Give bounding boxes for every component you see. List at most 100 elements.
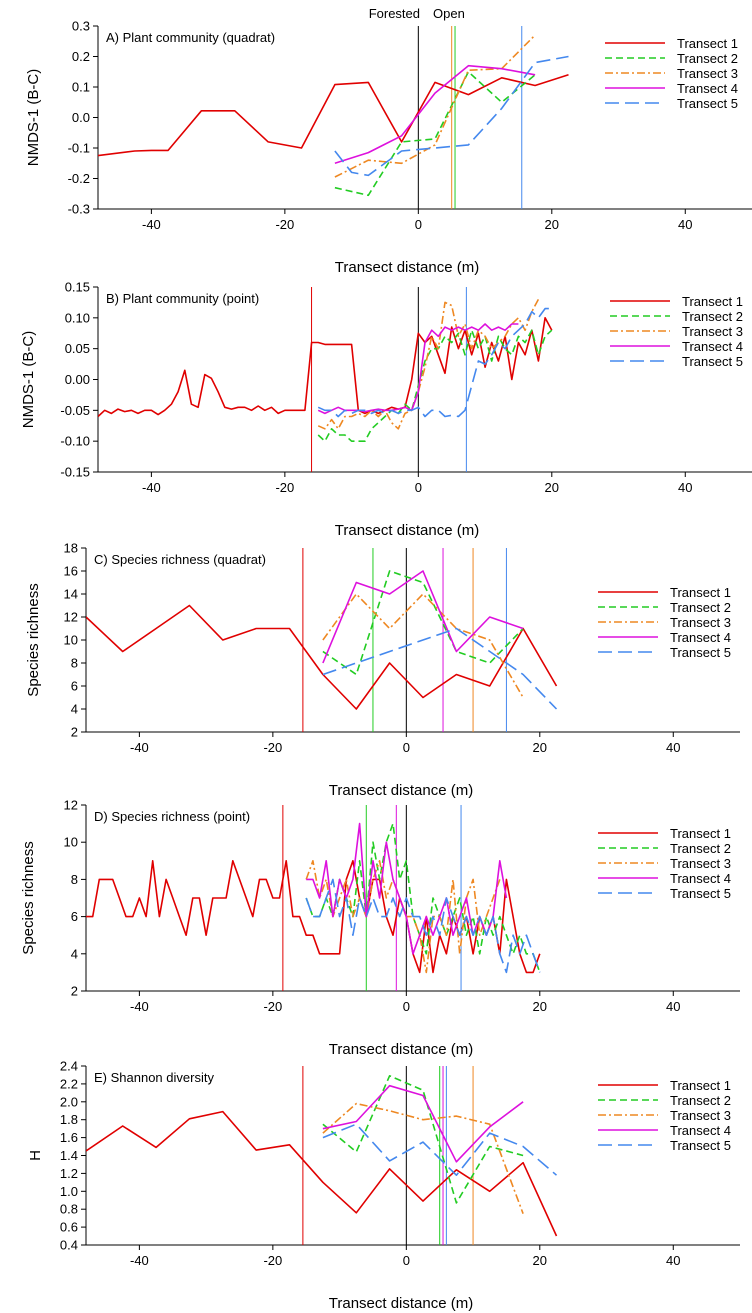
series-line-transect-5	[322, 627, 558, 710]
series-line-transect-3	[317, 298, 540, 430]
x-tick-label: 20	[545, 217, 559, 232]
y-tick-label: -0.05	[60, 403, 90, 418]
panel-title: D) Species richness (point)	[94, 809, 250, 824]
y-tick-label: 0.8	[60, 1202, 78, 1217]
y-tick-label: -0.15	[60, 465, 90, 480]
series-line-transect-2	[334, 71, 536, 197]
legend-label-transect-4: Transect 4	[670, 630, 731, 645]
series-line-transect-3	[322, 593, 524, 698]
header-left-label: Forested	[369, 6, 420, 21]
x-tick-label: 40	[666, 999, 680, 1014]
y-axis-label: NMDS-1 (B-C)	[25, 69, 42, 167]
x-tick-label: -20	[275, 217, 294, 232]
y-tick-label: 10	[64, 835, 78, 850]
legend-label-transect-4: Transect 4	[670, 1123, 731, 1138]
x-axis-label: Transect distance (m)	[335, 259, 480, 276]
x-axis-label: Transect distance (m)	[329, 1295, 474, 1312]
y-tick-label: 1.4	[60, 1148, 78, 1163]
panel-2: -0.15 -0.10 -0.05 0.00 0.05 0.10 0.15 -40 -20 0 20…	[20, 280, 752, 539]
legend-label-transect-2: Transect 2	[677, 51, 738, 66]
x-tick-label: -20	[263, 999, 282, 1014]
y-tick-label: 2.0	[60, 1094, 78, 1109]
x-tick-label: 0	[415, 217, 422, 232]
y-tick-label: 1.0	[60, 1184, 78, 1199]
x-tick-label: -20	[263, 740, 282, 755]
y-tick-label: 12	[64, 798, 78, 813]
x-tick-label: -20	[275, 480, 294, 495]
x-axis-label: Transect distance (m)	[329, 782, 474, 799]
y-axis-label: H	[27, 1150, 44, 1161]
legend-label-transect-2: Transect 2	[670, 841, 731, 856]
y-tick-label: 1.8	[60, 1112, 78, 1127]
x-tick-label: 0	[403, 740, 410, 755]
y-tick-label: 14	[64, 587, 78, 602]
x-axis-label: Transect distance (m)	[335, 522, 480, 539]
x-tick-label: 0	[403, 999, 410, 1014]
legend-label-transect-3: Transect 3	[670, 615, 731, 630]
legend-label-transect-4: Transect 4	[682, 339, 743, 354]
x-tick-label: 20	[533, 999, 547, 1014]
panel-4: 2 4 6 8 10 12 -40 -20 0 20 40 D) Species richness (…	[20, 798, 740, 1058]
legend-label-transect-1: Transect 1	[670, 826, 731, 841]
series-group	[86, 822, 541, 974]
series-line-transect-4	[317, 323, 519, 415]
y-tick-label: -0.2	[68, 171, 90, 186]
y-axis-label: Species richness	[25, 583, 42, 696]
header-right-label: Open	[433, 6, 465, 21]
legend-label-transect-3: Transect 3	[677, 66, 738, 81]
x-tick-label: -20	[263, 1253, 282, 1268]
x-tick-label: 40	[678, 480, 692, 495]
series-group	[86, 570, 558, 710]
legend-label-transect-1: Transect 1	[670, 1078, 731, 1093]
legend-label-transect-1: Transect 1	[677, 36, 738, 51]
series-line-transect-4	[322, 1084, 524, 1163]
legend-label-transect-5: Transect 5	[682, 354, 743, 369]
series-line-transect-3	[322, 1102, 524, 1214]
y-tick-label: 0.2	[72, 49, 90, 64]
series-line-transect-5	[305, 878, 541, 974]
legend-label-transect-3: Transect 3	[670, 856, 731, 871]
legend-label-transect-1: Transect 1	[670, 585, 731, 600]
y-tick-label: -0.3	[68, 202, 90, 217]
panel-title: C) Species richness (quadrat)	[94, 552, 266, 567]
series-line-transect-5	[317, 307, 552, 418]
panel-5: 0.4 0.6 0.8 1.0 1.2 1.4 1.6 1.8 2.0 2.2 2.4 -40 -20 0…	[27, 1059, 740, 1312]
series-line-transect-1	[98, 74, 569, 157]
y-tick-label: 0.4	[60, 1238, 78, 1253]
y-tick-label: 2.4	[60, 1059, 78, 1074]
y-tick-label: 0.15	[65, 280, 90, 295]
y-tick-label: 8	[71, 872, 78, 887]
legend-label-transect-5: Transect 5	[677, 96, 738, 111]
y-tick-label: 2.2	[60, 1076, 78, 1091]
y-tick-label: 8	[71, 656, 78, 671]
x-tick-label: 20	[533, 740, 547, 755]
y-tick-label: 12	[64, 610, 78, 625]
series-line-transect-5	[334, 55, 569, 177]
panels: -0.3-0.2-0.10.00.10.20.3-40 -20 0 20 40A) Pl…	[20, 19, 752, 1312]
y-tick-label: 0.1	[72, 80, 90, 95]
legend-label-transect-1: Transect 1	[682, 294, 743, 309]
x-tick-label: 40	[678, 217, 692, 232]
y-tick-label: -0.10	[60, 434, 90, 449]
series-line-transect-1	[98, 316, 553, 418]
y-tick-label: 6	[71, 679, 78, 694]
x-tick-label: -40	[130, 999, 149, 1014]
y-tick-label: 6	[71, 909, 78, 924]
y-tick-label: 0.0	[72, 110, 90, 125]
legend-label-transect-5: Transect 5	[670, 645, 731, 660]
x-tick-label: 40	[666, 740, 680, 755]
legend-label-transect-4: Transect 4	[670, 871, 731, 886]
legend-label-transect-3: Transect 3	[670, 1108, 731, 1123]
series-line-transect-5	[322, 1123, 558, 1176]
x-tick-label: -40	[142, 480, 161, 495]
series-group	[98, 298, 553, 443]
y-tick-label: 4	[71, 702, 78, 717]
series-group	[86, 1075, 558, 1237]
x-tick-label: 0	[415, 480, 422, 495]
x-axis-label: Transect distance (m)	[329, 1041, 474, 1058]
y-axis-label: Species richness	[20, 841, 37, 954]
y-tick-label: 2	[71, 725, 78, 740]
y-tick-label: 0.3	[72, 19, 90, 34]
panel-title: E) Shannon diversity	[94, 1070, 214, 1085]
x-tick-label: 20	[533, 1253, 547, 1268]
